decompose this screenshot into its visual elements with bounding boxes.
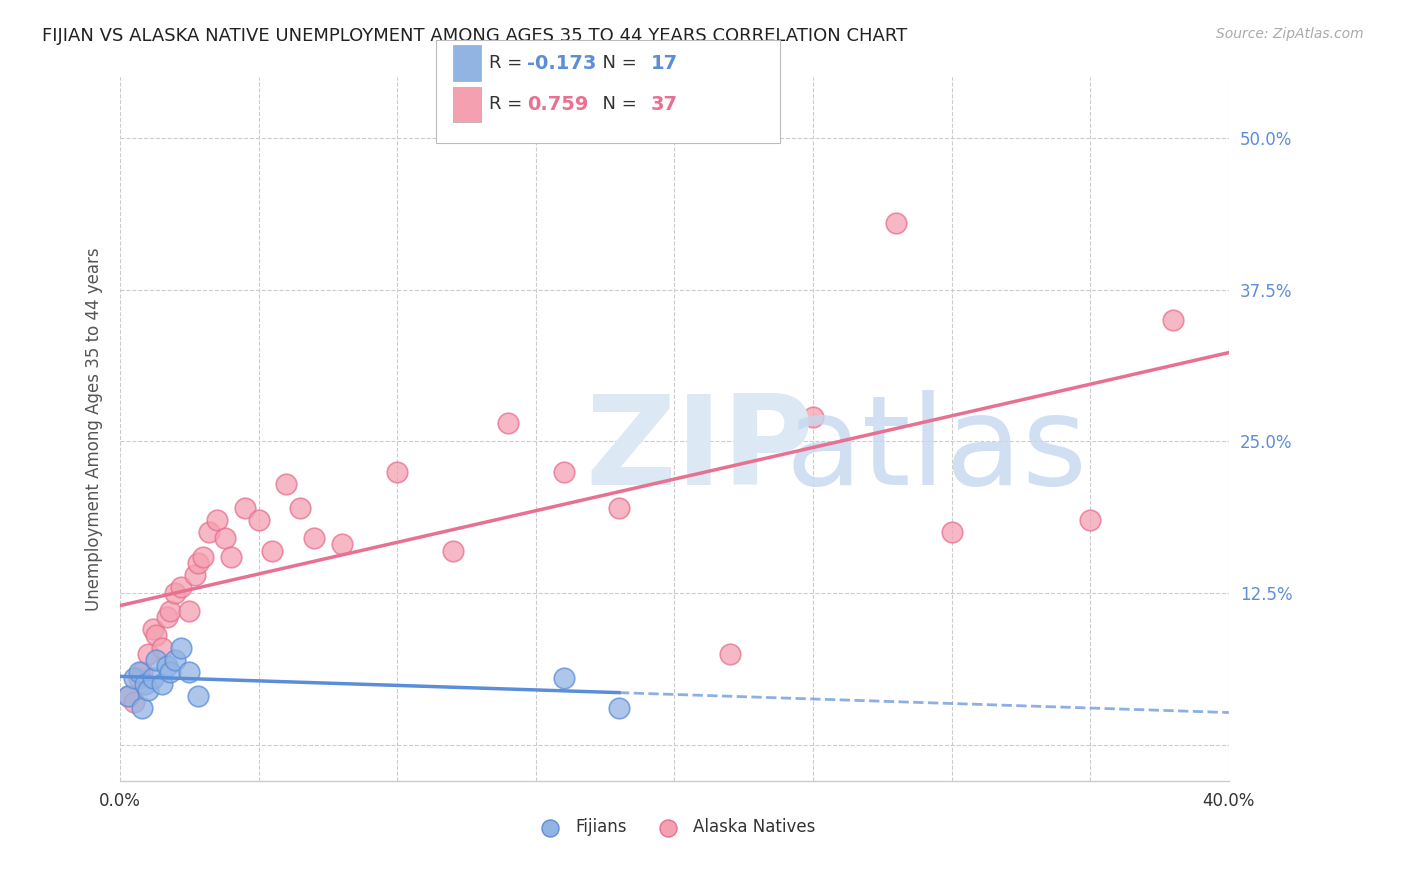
Text: ZIP: ZIP: [586, 390, 814, 511]
Point: [179, 665, 201, 679]
Point: [145, 653, 167, 667]
Legend: Fijians, Alaska Natives: Fijians, Alaska Natives: [527, 812, 823, 843]
Point: [156, 610, 179, 624]
Point: [214, 532, 236, 546]
Point: [553, 671, 575, 685]
Point: [191, 549, 214, 564]
Point: [150, 640, 173, 655]
Point: [496, 416, 519, 430]
Point: [302, 532, 325, 546]
Point: [187, 556, 209, 570]
Point: [1163, 313, 1185, 327]
Point: [941, 525, 963, 540]
Point: [197, 525, 219, 540]
Text: 17: 17: [651, 54, 678, 73]
Point: [131, 701, 153, 715]
Point: [385, 465, 408, 479]
Point: [170, 580, 193, 594]
Text: N =: N =: [591, 95, 643, 113]
Point: [156, 658, 179, 673]
Point: [159, 665, 181, 679]
Point: [170, 640, 193, 655]
Point: [184, 567, 207, 582]
Point: [142, 623, 165, 637]
Point: [1078, 513, 1101, 527]
Point: [117, 689, 139, 703]
Point: [884, 216, 907, 230]
Point: [288, 501, 311, 516]
Point: [801, 410, 824, 425]
Point: [165, 653, 187, 667]
Text: N =: N =: [591, 54, 643, 72]
Text: atlas: atlas: [786, 390, 1087, 511]
Text: Source: ZipAtlas.com: Source: ZipAtlas.com: [1216, 27, 1364, 41]
Point: [441, 543, 464, 558]
Point: [136, 683, 159, 698]
Point: [205, 513, 228, 527]
Point: [262, 543, 284, 558]
Point: [179, 604, 201, 618]
Point: [553, 465, 575, 479]
Point: [247, 513, 270, 527]
Point: [150, 677, 173, 691]
Point: [233, 501, 256, 516]
Y-axis label: Unemployment Among Ages 35 to 44 years: Unemployment Among Ages 35 to 44 years: [86, 247, 103, 611]
Point: [718, 647, 741, 661]
Point: [136, 647, 159, 661]
Point: [134, 677, 156, 691]
Point: [187, 689, 209, 703]
Text: 0.759: 0.759: [527, 95, 589, 114]
Point: [330, 537, 353, 551]
Point: [128, 671, 150, 685]
Point: [131, 665, 153, 679]
Point: [145, 628, 167, 642]
Text: R =: R =: [489, 54, 529, 72]
Text: -0.173: -0.173: [527, 54, 596, 73]
Point: [122, 671, 145, 685]
Point: [128, 665, 150, 679]
Text: R =: R =: [489, 95, 529, 113]
Point: [276, 476, 298, 491]
Point: [142, 671, 165, 685]
Point: [122, 695, 145, 709]
Point: [607, 701, 630, 715]
Point: [607, 501, 630, 516]
Point: [165, 586, 187, 600]
Point: [117, 689, 139, 703]
Text: FIJIAN VS ALASKA NATIVE UNEMPLOYMENT AMONG AGES 35 TO 44 YEARS CORRELATION CHART: FIJIAN VS ALASKA NATIVE UNEMPLOYMENT AMO…: [42, 27, 907, 45]
Point: [219, 549, 242, 564]
Text: 37: 37: [651, 95, 678, 114]
Point: [159, 604, 181, 618]
